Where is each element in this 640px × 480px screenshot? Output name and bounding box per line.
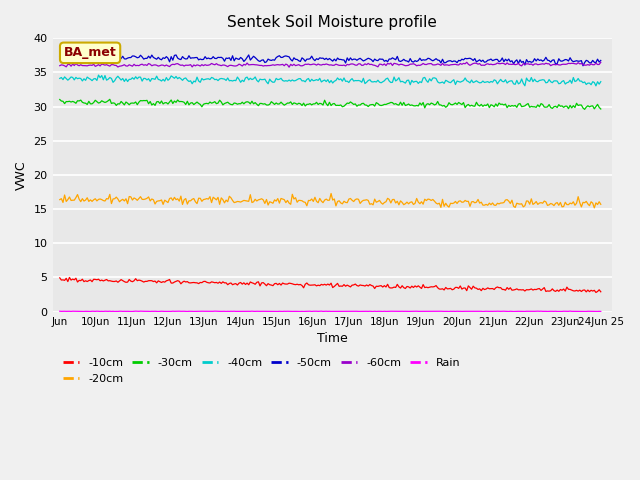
X-axis label: Time: Time [317, 332, 348, 345]
Y-axis label: VWC: VWC [15, 160, 28, 190]
Text: BA_met: BA_met [64, 46, 116, 60]
Title: Sentek Soil Moisture profile: Sentek Soil Moisture profile [227, 15, 437, 30]
Legend: -10cm, -20cm, -30cm, -40cm, -50cm, -60cm, Rain: -10cm, -20cm, -30cm, -40cm, -50cm, -60cm… [58, 354, 465, 388]
